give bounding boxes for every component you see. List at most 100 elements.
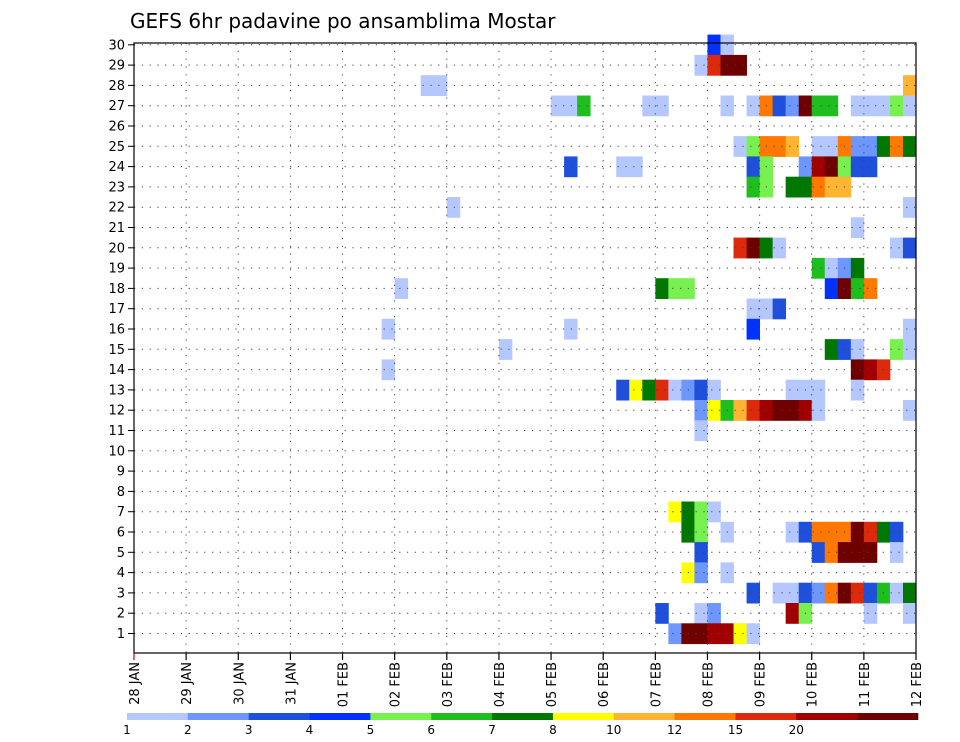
y-tick-label: 22 xyxy=(108,201,125,216)
heatmap-cell xyxy=(785,582,800,604)
colorbar-swatch xyxy=(552,713,615,720)
heatmap-cell xyxy=(694,54,708,76)
colorbar-swatch xyxy=(309,713,371,720)
chart-title: GEFS 6hr padavine po ansamblima Mostar xyxy=(130,9,556,33)
heatmap-cell xyxy=(668,501,682,523)
heatmap-cell xyxy=(824,582,839,604)
colorbar-swatch xyxy=(248,713,310,720)
colorbar-label: 5 xyxy=(367,723,375,737)
heatmap-cell xyxy=(707,379,721,401)
x-tick-label: 09 FEB xyxy=(754,662,769,707)
y-tick-label: 14 xyxy=(108,363,125,378)
heatmap-cell xyxy=(850,217,865,239)
heatmap-cell xyxy=(746,623,760,645)
heatmap-cell xyxy=(863,582,878,604)
heatmap-cell xyxy=(733,54,747,76)
heatmap-cell xyxy=(655,95,669,117)
y-tick-label: 25 xyxy=(108,140,125,155)
heatmap-cell xyxy=(889,582,904,604)
heatmap-cell xyxy=(707,501,721,523)
x-tick-label: 04 FEB xyxy=(493,662,508,707)
heatmap-cell xyxy=(902,197,917,218)
heatmap-cell xyxy=(824,542,839,563)
heatmap-cell xyxy=(863,542,878,563)
y-tick-label: 15 xyxy=(108,343,125,358)
heatmap-cell xyxy=(863,603,878,624)
y-tick-label: 19 xyxy=(108,262,125,277)
heatmap-cell xyxy=(850,95,865,117)
heatmap-cell xyxy=(629,156,643,178)
heatmap-cell xyxy=(850,359,865,381)
y-tick-label: 6 xyxy=(117,526,125,541)
heatmap-cell xyxy=(889,95,904,117)
heatmap-cell xyxy=(616,379,630,401)
heatmap-cell xyxy=(889,237,904,259)
heatmap-cell xyxy=(902,339,917,360)
heatmap-cell xyxy=(746,156,760,178)
heatmap-cell xyxy=(863,156,878,178)
heatmap-cell xyxy=(694,542,708,563)
y-tick-label: 7 xyxy=(117,505,125,520)
heatmap-cell xyxy=(707,54,721,76)
y-tick-label: 18 xyxy=(108,282,125,297)
heatmap-cell xyxy=(694,521,708,543)
grid-lines xyxy=(134,43,916,653)
heatmap-cell xyxy=(746,400,760,421)
heatmap-cell xyxy=(863,521,878,543)
colorbar-swatch xyxy=(735,713,797,720)
heatmap-cell xyxy=(824,339,839,360)
heatmap-cell xyxy=(629,379,643,401)
heatmap-cell xyxy=(772,582,787,604)
heatmap-cell xyxy=(889,339,904,360)
heatmap-cell xyxy=(694,400,708,421)
colorbar-label: 2 xyxy=(184,723,192,737)
heatmap-cell xyxy=(811,136,826,157)
heatmap-cell xyxy=(772,95,787,117)
heatmap-cell xyxy=(824,95,839,117)
heatmap-cell xyxy=(850,582,865,604)
x-tick-label: 31 JAN xyxy=(284,662,299,705)
x-axis: 28 JAN 29 JAN 30 JAN 31 JAN 01 FEB 02 FEB 03 F… xyxy=(128,653,925,707)
heatmap-cell xyxy=(707,34,721,56)
heatmap-cell xyxy=(746,298,760,320)
x-tick-label: 01 FEB xyxy=(337,662,352,707)
y-tick-label: 12 xyxy=(108,404,125,419)
heatmap-cell xyxy=(772,237,787,259)
heatmap-cell xyxy=(746,176,760,198)
heatmap-cell xyxy=(824,278,839,299)
heatmap-cell xyxy=(889,136,904,157)
y-tick-label: 8 xyxy=(117,485,125,500)
heatmap-cell xyxy=(902,582,917,604)
colorbar-swatch xyxy=(857,713,919,720)
heatmap-cell xyxy=(889,521,904,543)
heatmap-cell xyxy=(733,237,747,259)
heatmap-cell xyxy=(577,95,591,117)
x-tick-label: 03 FEB xyxy=(441,662,456,707)
y-tick-label: 23 xyxy=(108,180,125,195)
y-tick-label: 1 xyxy=(117,627,125,642)
heatmap-cell xyxy=(381,318,396,340)
colorbar-swatch xyxy=(187,713,249,720)
y-tick-label: 3 xyxy=(117,586,125,601)
heatmap-cell xyxy=(863,136,878,157)
heatmap-cell xyxy=(785,603,800,624)
heatmap-cell xyxy=(746,318,760,340)
y-tick-label: 5 xyxy=(117,546,125,561)
heatmap-cell xyxy=(772,298,787,320)
y-axis: 1234567891011121314151617181920212223242… xyxy=(108,38,134,642)
colorbar-label: 8 xyxy=(549,723,557,737)
heatmap-cell xyxy=(785,136,800,157)
colorbar-swatch xyxy=(127,713,189,720)
y-tick-label: 4 xyxy=(117,566,125,581)
y-tick-label: 2 xyxy=(117,607,125,622)
heatmap-cell xyxy=(668,623,682,645)
y-tick-label: 26 xyxy=(108,120,125,135)
heatmap-cell xyxy=(616,156,630,178)
heatmap-cell xyxy=(668,379,682,401)
colorbar-swatch xyxy=(613,713,675,720)
heatmap-cell xyxy=(811,542,826,563)
x-tick-label: 02 FEB xyxy=(389,662,404,707)
heatmap-cell xyxy=(863,278,878,299)
heatmap-cell xyxy=(707,603,721,624)
heatmap-cell xyxy=(785,176,800,198)
